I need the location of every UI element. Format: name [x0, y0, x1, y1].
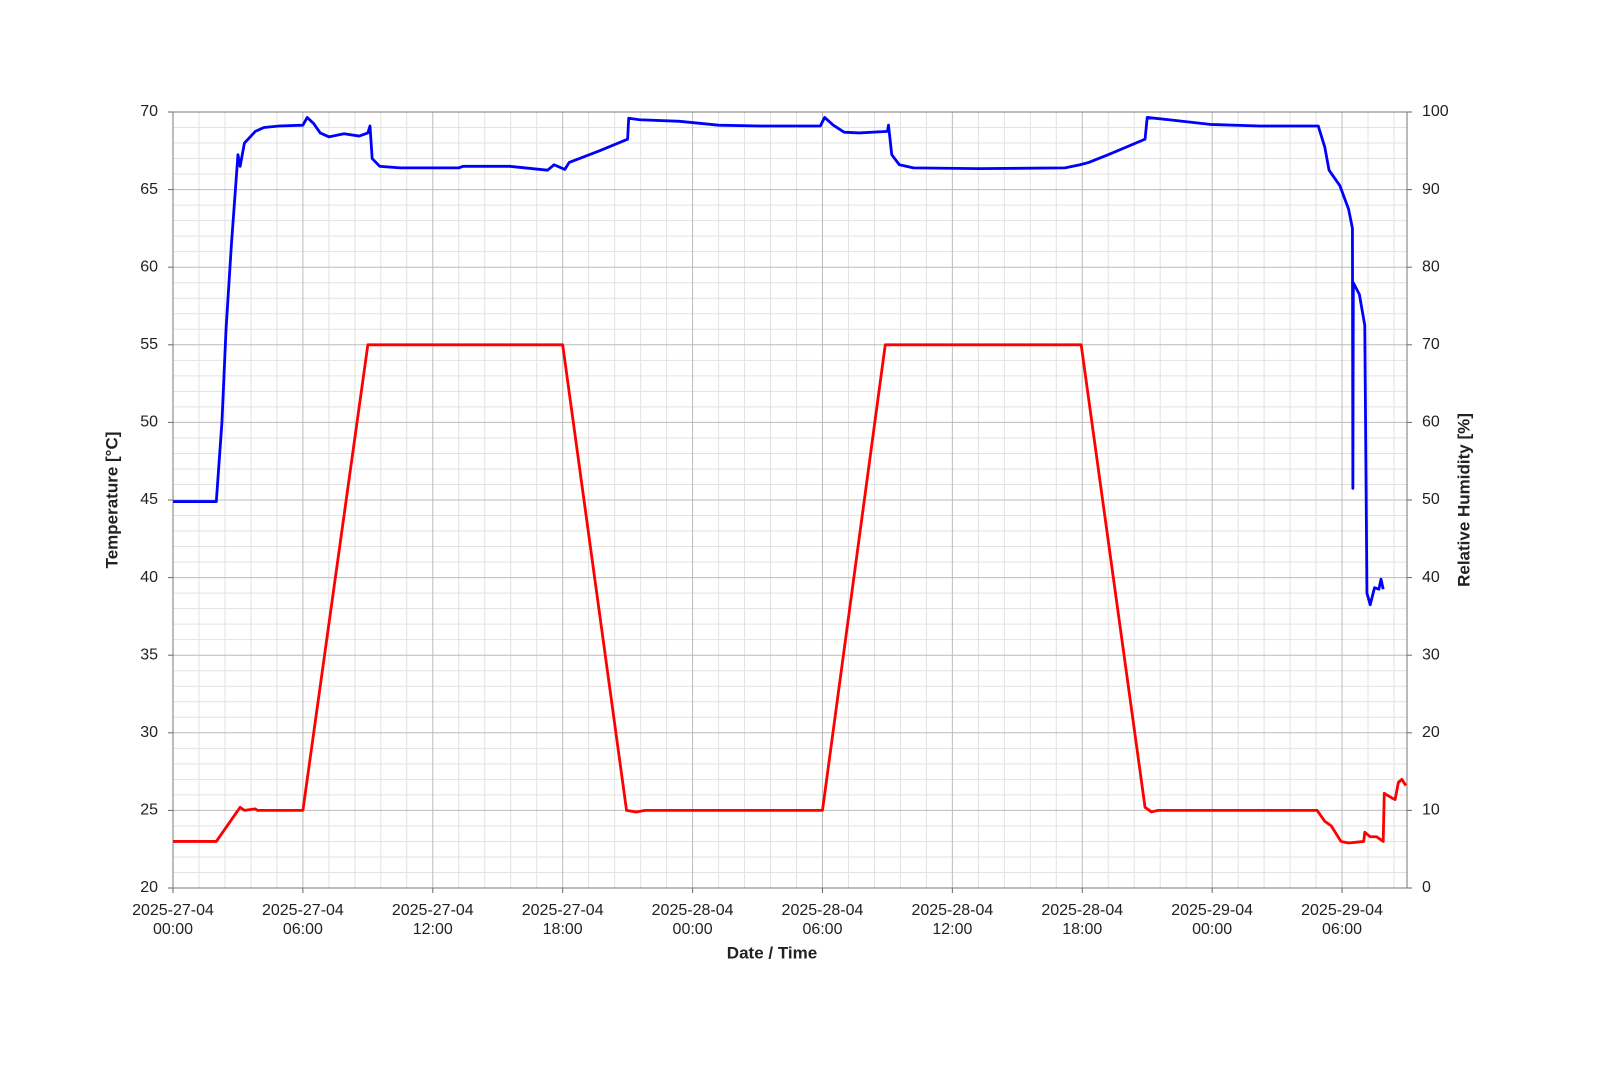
x-tick-label: 2025-29-04 00:00: [1171, 902, 1254, 938]
x-tick-label: 2025-27-04 00:00: [132, 902, 214, 938]
y2-tick-label: 70: [1422, 336, 1440, 353]
x-tick-label: 2025-28-04 12:00: [911, 902, 994, 938]
y-tick-label: 70: [140, 103, 158, 120]
data-line: [173, 343, 1408, 845]
y-tick-label: 25: [140, 802, 158, 819]
x-tick-label: 2025-27-04 12:00: [391, 902, 474, 938]
y-tick-label: 45: [140, 491, 158, 508]
y-tick-label: 65: [140, 181, 158, 198]
y-axis-label: Temperature [°C]: [102, 432, 121, 569]
x-tick-label: 2025-27-04 18:00: [521, 902, 604, 938]
x-tick-label: 2025-28-04 06:00: [781, 902, 864, 938]
y2-tick-label: 90: [1422, 181, 1440, 198]
y2-axis-label: Relative Humidity [%]: [1454, 413, 1473, 587]
x-tick-label: 2025-28-04 18:00: [1041, 902, 1124, 938]
y2-tick-label: 0: [1422, 879, 1431, 896]
y2-tick-label: 50: [1422, 491, 1440, 508]
plot-area: [172, 111, 1408, 889]
y2-tick-label: 60: [1422, 414, 1440, 431]
x-tick-label: 2025-27-04 06:00: [261, 902, 344, 938]
y-tick-label: 55: [140, 336, 158, 353]
y-tick-label: 20: [140, 879, 158, 896]
x-axis-label: Date / Time: [727, 943, 817, 962]
y-tick-label: 35: [140, 646, 158, 663]
y-tick-label: 40: [140, 569, 158, 586]
y2-tick-label: 20: [1422, 724, 1440, 741]
data-line: [173, 116, 1385, 607]
y2-tick-label: 10: [1422, 802, 1440, 819]
y-tick-label: 30: [140, 724, 158, 741]
x-tick-label: 2025-28-04 00:00: [651, 902, 734, 938]
y2-tick-label: 30: [1422, 646, 1440, 663]
y2-tick-label: 40: [1422, 569, 1440, 586]
y-tick-label: 60: [140, 258, 158, 275]
x-tick-label: 2025-29-04 06:00: [1301, 902, 1383, 938]
y2-tick-label: 100: [1422, 103, 1449, 120]
y2-tick-label: 80: [1422, 258, 1440, 275]
y-tick-label: 50: [140, 414, 158, 431]
